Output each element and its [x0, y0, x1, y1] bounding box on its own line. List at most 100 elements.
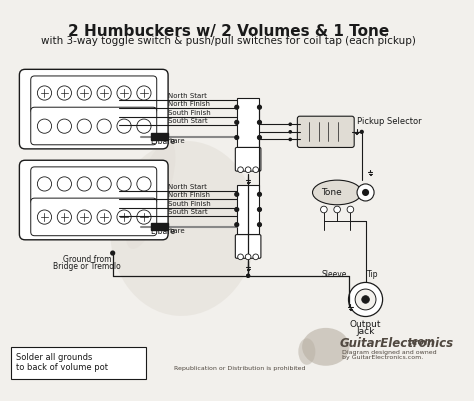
Circle shape	[257, 136, 261, 140]
Circle shape	[57, 86, 72, 100]
Text: GuitarElectronics: GuitarElectronics	[340, 337, 454, 350]
Circle shape	[355, 289, 376, 310]
Circle shape	[334, 206, 340, 213]
Circle shape	[117, 119, 131, 133]
Circle shape	[253, 254, 258, 260]
Circle shape	[257, 208, 261, 211]
FancyBboxPatch shape	[31, 107, 157, 145]
Ellipse shape	[312, 180, 362, 205]
Circle shape	[97, 177, 111, 191]
Circle shape	[235, 105, 238, 109]
FancyBboxPatch shape	[19, 160, 168, 240]
FancyBboxPatch shape	[31, 198, 157, 236]
Text: Sleeve: Sleeve	[321, 269, 346, 279]
Circle shape	[97, 86, 111, 100]
Text: North Finish: North Finish	[168, 101, 210, 107]
Text: L bare: L bare	[151, 227, 174, 235]
Circle shape	[357, 184, 374, 201]
Circle shape	[237, 254, 243, 260]
Bar	[237, 98, 259, 147]
Text: Tone: Tone	[321, 188, 342, 197]
Text: Solder all grounds: Solder all grounds	[16, 352, 92, 362]
FancyBboxPatch shape	[31, 167, 157, 205]
Text: 2 Humbuckers w/ 2 Volumes & 1 Tone: 2 Humbuckers w/ 2 Volumes & 1 Tone	[68, 24, 389, 39]
Bar	[237, 185, 259, 234]
FancyBboxPatch shape	[19, 69, 168, 149]
Text: Output: Output	[350, 320, 381, 329]
Circle shape	[289, 138, 292, 140]
Circle shape	[362, 296, 369, 303]
Text: South Finish: South Finish	[168, 200, 210, 207]
Circle shape	[257, 223, 261, 227]
Circle shape	[257, 120, 261, 124]
Circle shape	[57, 119, 72, 133]
Text: Pickup Selector: Pickup Selector	[356, 117, 421, 126]
Ellipse shape	[298, 338, 315, 365]
Bar	[151, 133, 168, 140]
Text: Ground from: Ground from	[63, 255, 111, 264]
Text: with 3-way toggle switch & push/pull switches for coil tap (each pickup): with 3-way toggle switch & push/pull swi…	[41, 36, 416, 46]
Text: by GuitarElectronics.com.: by GuitarElectronics.com.	[342, 355, 423, 360]
Circle shape	[137, 86, 151, 100]
Circle shape	[137, 119, 151, 133]
Circle shape	[253, 167, 258, 172]
Circle shape	[57, 177, 72, 191]
Circle shape	[37, 177, 52, 191]
Text: Republication or Distribution is prohibited: Republication or Distribution is prohibi…	[174, 366, 306, 371]
Circle shape	[360, 130, 363, 133]
Text: bare: bare	[170, 229, 185, 235]
Circle shape	[235, 120, 238, 124]
Text: Jack: Jack	[356, 327, 375, 336]
Circle shape	[347, 206, 354, 213]
Circle shape	[97, 210, 111, 224]
Circle shape	[235, 136, 238, 140]
Circle shape	[245, 254, 251, 260]
Text: bare: bare	[170, 138, 185, 144]
Ellipse shape	[110, 141, 257, 316]
Circle shape	[57, 210, 72, 224]
Circle shape	[117, 210, 131, 224]
FancyBboxPatch shape	[235, 235, 261, 258]
Text: North Start: North Start	[168, 184, 207, 190]
Circle shape	[117, 86, 131, 100]
Circle shape	[97, 119, 111, 133]
Circle shape	[111, 251, 115, 255]
Circle shape	[235, 223, 238, 227]
FancyBboxPatch shape	[235, 148, 261, 171]
Circle shape	[289, 131, 292, 133]
Text: North Start: North Start	[168, 93, 207, 99]
Circle shape	[289, 123, 292, 126]
Circle shape	[117, 177, 131, 191]
Circle shape	[348, 282, 383, 316]
Circle shape	[245, 167, 251, 172]
Text: .com: .com	[408, 337, 435, 347]
Circle shape	[77, 210, 91, 224]
Text: to back of volume pot: to back of volume pot	[16, 363, 108, 372]
Text: Tip: Tip	[367, 269, 379, 279]
Bar	[11, 347, 146, 379]
Text: Bridge or Tremolo: Bridge or Tremolo	[53, 261, 121, 271]
Circle shape	[137, 177, 151, 191]
Circle shape	[246, 274, 249, 277]
Text: South Start: South Start	[168, 118, 207, 124]
Circle shape	[137, 210, 151, 224]
Circle shape	[237, 167, 243, 172]
Ellipse shape	[302, 328, 349, 366]
Text: North Finish: North Finish	[168, 192, 210, 198]
Circle shape	[320, 206, 327, 213]
Circle shape	[77, 177, 91, 191]
Circle shape	[257, 105, 261, 109]
FancyBboxPatch shape	[31, 76, 157, 113]
Circle shape	[37, 119, 52, 133]
Ellipse shape	[126, 142, 175, 249]
Circle shape	[235, 192, 238, 196]
FancyBboxPatch shape	[297, 116, 354, 148]
Circle shape	[246, 274, 249, 277]
Circle shape	[363, 190, 368, 195]
Circle shape	[257, 192, 261, 196]
Circle shape	[37, 86, 52, 100]
Bar	[151, 223, 168, 230]
Text: South Finish: South Finish	[168, 110, 210, 116]
Circle shape	[77, 119, 91, 133]
Text: L bare: L bare	[151, 137, 174, 146]
